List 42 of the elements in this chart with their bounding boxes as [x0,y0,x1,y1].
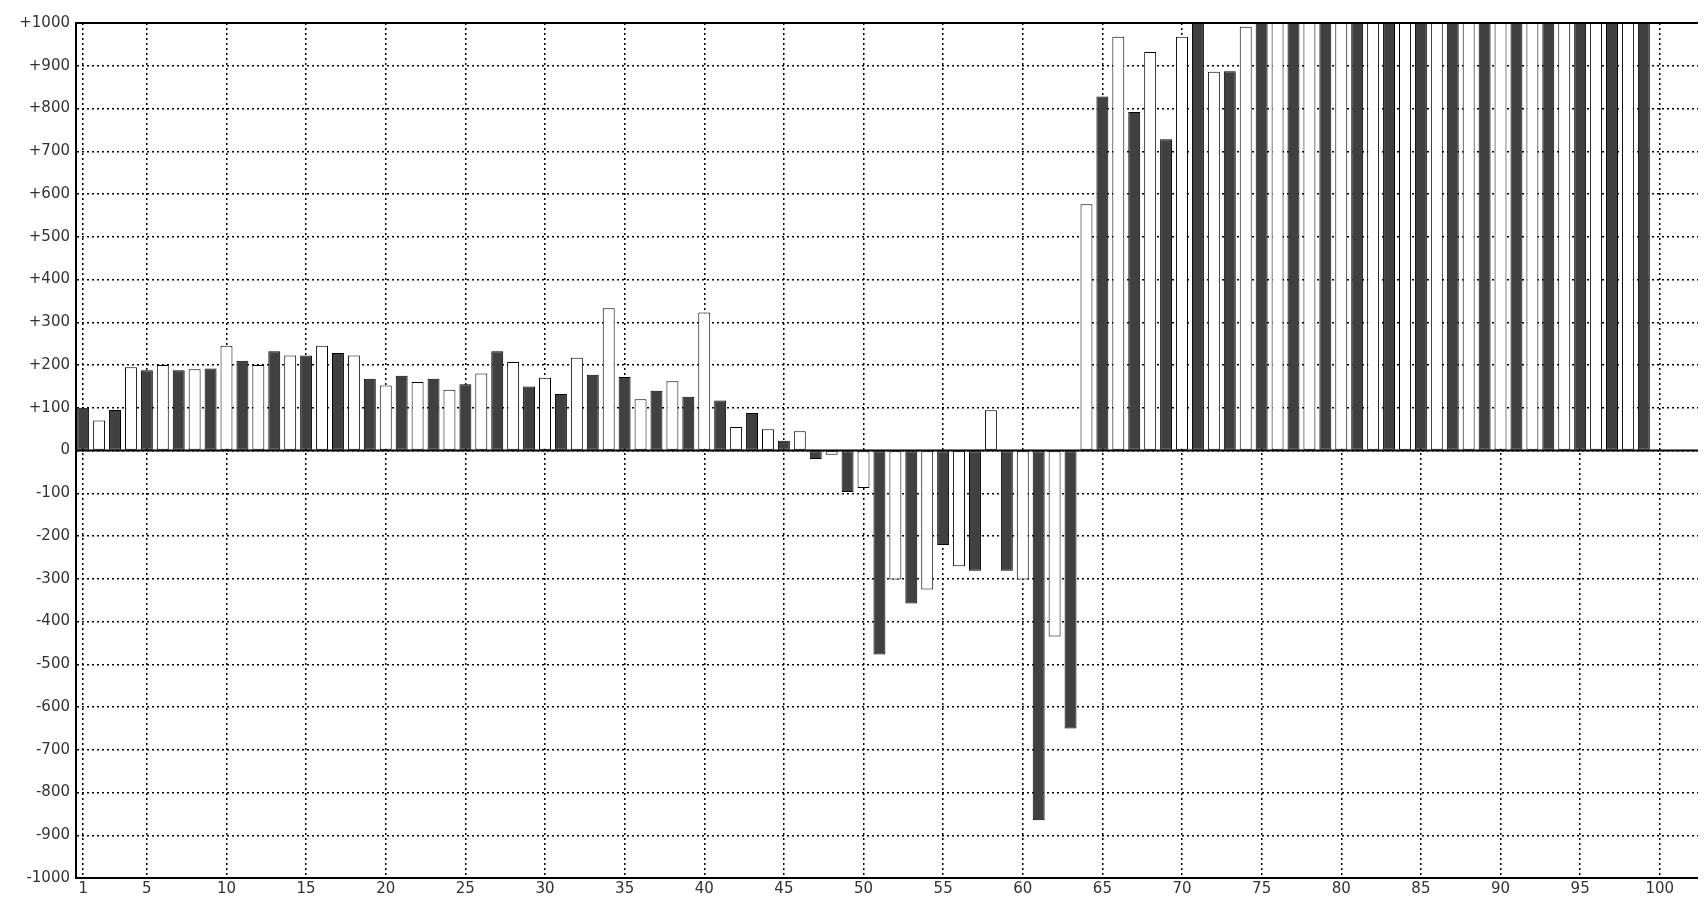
x-tick-label: 100 [1645,878,1675,897]
y-tick-label: +500 [28,226,70,245]
y-tick-label: -300 [35,568,70,587]
y-tick-label: 0 [60,440,70,459]
y-tick-label: +600 [28,183,70,202]
y-tick-label: +400 [28,269,70,288]
y-tick-label: +800 [28,98,70,117]
y-tick-label: -700 [35,739,70,758]
x-tick-label: 35 [615,878,635,897]
y-tick-label: -100 [35,483,70,502]
y-tick-label: -800 [35,782,70,801]
x-tick-label: 95 [1570,878,1590,897]
y-tick-label: +1000 [19,12,70,31]
x-tick-label: 70 [1172,878,1192,897]
x-tick-label: 55 [933,878,953,897]
y-tick-label: -200 [35,525,70,544]
y-tick-label: +200 [28,354,70,373]
x-tick-label: 80 [1331,878,1351,897]
y-tick-label: -1000 [26,867,70,886]
x-tick-label: 30 [535,878,555,897]
x-tick-label: 90 [1490,878,1511,897]
x-tick-label: 40 [694,878,714,897]
x-tick-label: 85 [1411,878,1431,897]
x-tick-label: 60 [1013,878,1033,897]
x-tick-label: 15 [296,878,316,897]
x-tick-label: 50 [853,878,874,897]
y-tick-label: -900 [35,825,70,844]
x-tick-label: 25 [455,878,475,897]
x-tick-label: 75 [1252,878,1272,897]
y-tick-label: +700 [28,141,70,160]
x-tick-label: 45 [774,878,794,897]
x-tick-label: 10 [216,878,237,897]
y-tick-label: -500 [35,654,70,673]
y-tick-label: -400 [35,611,70,630]
y-tick-label: +100 [28,397,70,416]
x-tick-label: 65 [1092,878,1112,897]
y-tick-label: +300 [28,312,70,331]
x-tick-label: 20 [376,878,396,897]
y-tick-label: -600 [35,696,70,715]
x-tick-label: 1 [78,878,88,897]
x-tick-label: 5 [142,878,152,897]
y-tick-label: +900 [28,55,70,74]
